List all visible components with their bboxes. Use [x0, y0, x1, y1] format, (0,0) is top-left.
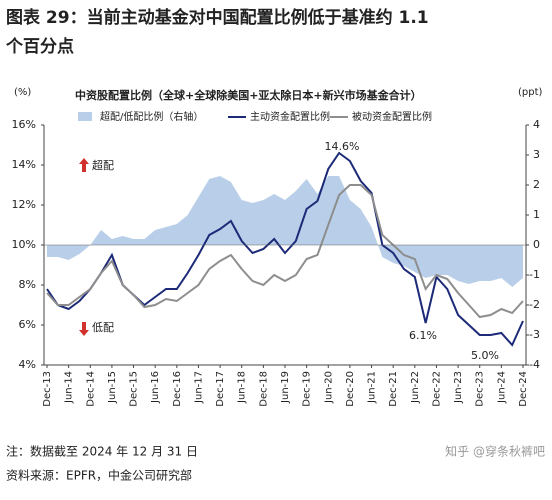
- x-tick-label: Jun-19: [280, 371, 291, 404]
- x-tick-label: Dec-18: [258, 371, 269, 407]
- x-tick-label: Dec-20: [345, 371, 356, 407]
- annotation: 超配: [92, 158, 114, 172]
- y2-tick-label: -1: [529, 268, 540, 281]
- x-tick-label: Dec-15: [129, 371, 140, 407]
- down-arrow: [79, 322, 89, 336]
- x-tick-label: Dec-24: [518, 371, 529, 407]
- x-tick-label: Jun-23: [453, 371, 464, 404]
- x-tick-label: Jun-24: [496, 371, 507, 404]
- x-tick-label: Jun-15: [107, 371, 118, 404]
- y-tick-label: 6%: [19, 318, 36, 331]
- x-tick-label: Dec-13: [42, 371, 53, 407]
- annotation: 5.0%: [471, 349, 499, 362]
- page-title: 图表 29：当前主动基金对中国配置比例低于基准约 1.1: [6, 7, 429, 28]
- x-tick-label: Dec-23: [475, 371, 486, 407]
- x-tick-label: Jun-17: [193, 371, 204, 404]
- y2-tick-label: 0: [533, 238, 540, 251]
- annotation: 14.6%: [325, 140, 360, 153]
- x-tick-label: Dec-21: [388, 371, 399, 407]
- y2-tick-label: 3: [533, 148, 540, 161]
- y-tick-label: 16%: [12, 118, 36, 131]
- x-tick-label: Dec-14: [85, 371, 96, 407]
- legend-label: 被动资金配置比例: [352, 110, 432, 123]
- y2-tick-label: 1: [533, 208, 540, 221]
- y-axis-label: (%): [14, 87, 31, 98]
- annotation: 6.1%: [409, 329, 437, 342]
- x-tick-label: Dec-22: [431, 371, 442, 407]
- x-tick-label: Jun-22: [410, 371, 421, 404]
- legend-swatch: [78, 112, 92, 121]
- source: 资料来源：EPFR，中金公司研究部: [6, 468, 192, 483]
- y-tick-label: 4%: [19, 358, 36, 371]
- y-tick-label: 8%: [19, 278, 36, 291]
- y2-tick-label: 2: [533, 178, 540, 191]
- x-tick-label: Dec-16: [172, 371, 183, 407]
- x-tick-label: Jun-21: [367, 371, 378, 404]
- y2-tick-label: -3: [529, 328, 540, 341]
- page-title: 个百分点: [5, 36, 74, 57]
- x-tick-label: Jun-14: [64, 371, 75, 404]
- y2-tick-label: -2: [529, 298, 540, 311]
- x-tick-label: Dec-19: [302, 371, 313, 407]
- y-tick-label: 14%: [12, 158, 36, 171]
- annotation: 低配: [92, 321, 114, 334]
- legend-label: 超配/低配比例（右轴）: [100, 110, 203, 123]
- x-tick-label: Jun-18: [237, 371, 248, 404]
- x-tick-label: Dec-17: [215, 371, 226, 407]
- y2-axis-label: (ppt): [518, 87, 543, 98]
- legend-label: 主动资金配置比例: [250, 110, 330, 123]
- line: [46, 184, 524, 319]
- x-tick-label: Jun-16: [150, 371, 161, 404]
- y-tick-label: 12%: [12, 198, 36, 211]
- area: [47, 176, 523, 287]
- up-arrow: [79, 158, 89, 172]
- y-tick-label: 10%: [12, 238, 36, 251]
- x-tick-label: Jun-20: [323, 371, 334, 404]
- y2-tick-label: -4: [529, 358, 540, 371]
- chart-title: 中资股配置比例（全球+全球除美国+亚太除日本+新兴市场基金合计）: [75, 88, 422, 102]
- y2-tick-label: 4: [533, 118, 540, 131]
- watermark: 知乎 @穿条秋裤吧: [445, 444, 545, 459]
- note: 注：数据截至 2024 年 12 月 31 日: [6, 444, 198, 459]
